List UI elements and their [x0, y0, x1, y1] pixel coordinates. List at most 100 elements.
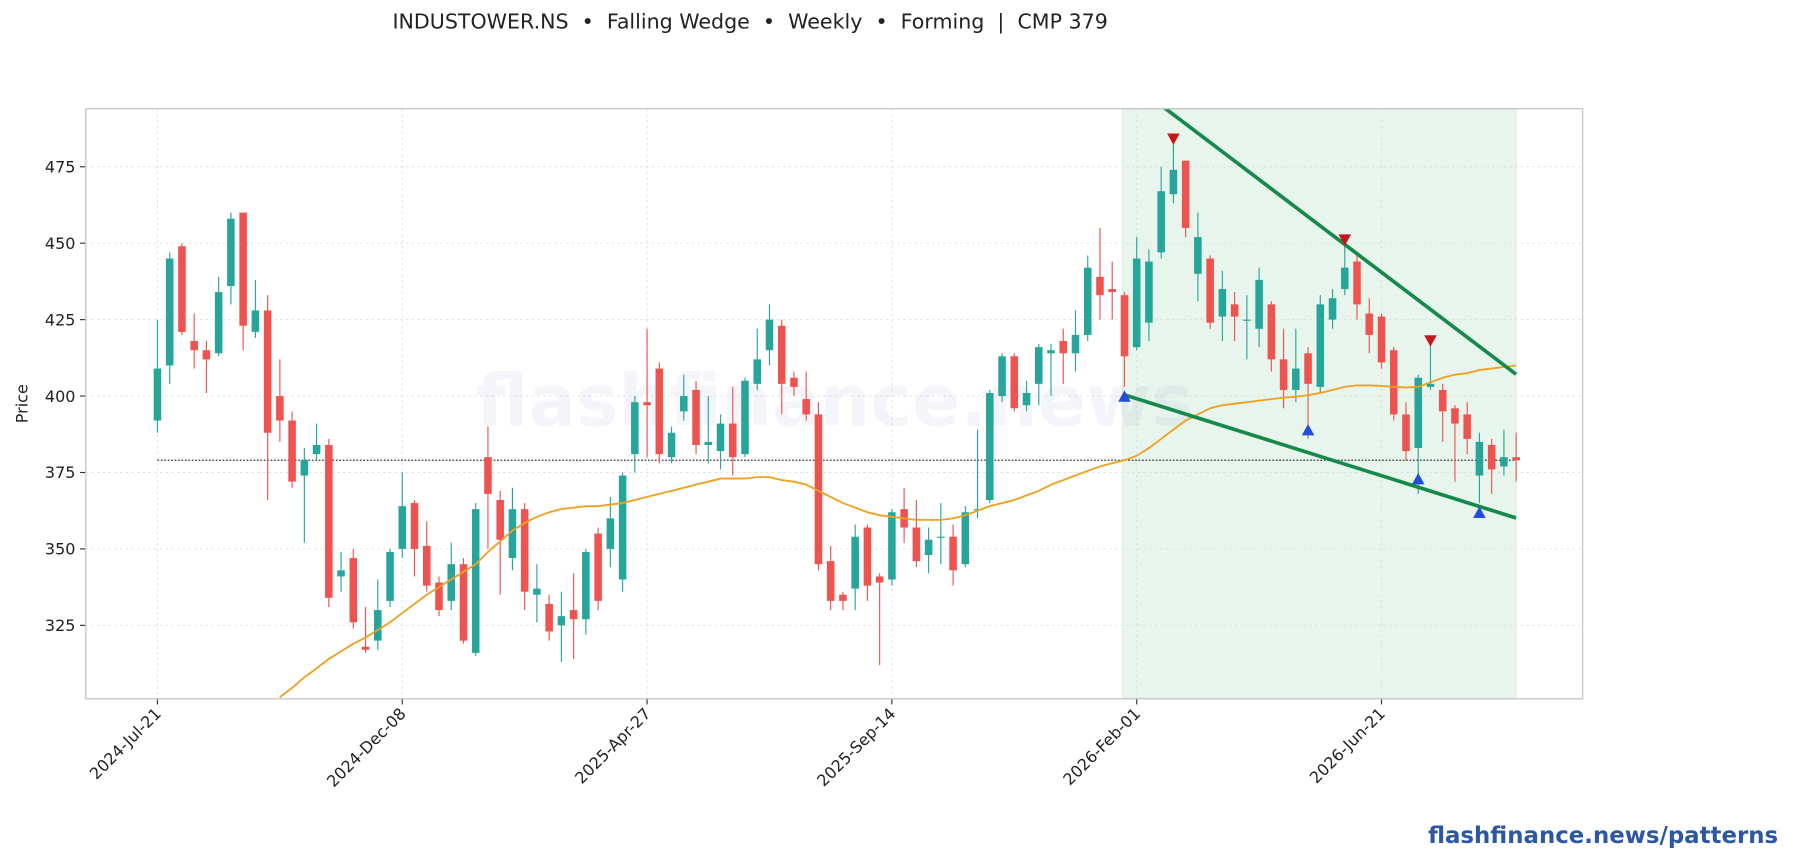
candle-body [790, 377, 798, 387]
plot-frame [85, 107, 1584, 700]
candle-body [1402, 414, 1410, 452]
candle-body [667, 432, 676, 458]
trough-marker [1473, 506, 1486, 518]
candle-body [594, 533, 602, 601]
candle-body [1365, 313, 1374, 335]
candle-body [190, 341, 198, 351]
candle-body [582, 551, 590, 620]
footer-link: flashfinance.news/patterns [1428, 823, 1778, 849]
candle-body [508, 509, 517, 559]
candle-body [459, 564, 468, 641]
candle-body [1353, 261, 1361, 305]
candle-body [888, 512, 896, 580]
candle-body [374, 610, 382, 641]
candle-body [1010, 356, 1019, 409]
candle-body [447, 564, 456, 601]
candle-body [1426, 383, 1435, 387]
candle-body [435, 582, 443, 611]
candle-body [765, 319, 774, 351]
candle-body [777, 325, 786, 384]
candle-body [1451, 408, 1459, 424]
candle-body [1096, 276, 1104, 296]
candle-body [1328, 298, 1337, 320]
candle-body [1512, 457, 1520, 461]
candle-body [606, 518, 615, 549]
candle-body [1487, 444, 1496, 470]
candle-body [484, 457, 492, 494]
y-tick-label: 350 [45, 540, 76, 559]
candle-body [1500, 457, 1508, 467]
y-tick-label: 450 [45, 234, 76, 253]
candles [153, 108, 1520, 698]
candle-body [1120, 295, 1129, 357]
candle-body [288, 420, 296, 482]
candle-body [337, 570, 345, 577]
candle-body [1341, 267, 1349, 290]
candle-body [1475, 441, 1484, 476]
candle-body [1279, 359, 1288, 390]
trough-marker [1301, 423, 1315, 436]
candle-body [1059, 341, 1068, 354]
candle-body [1022, 392, 1031, 406]
candle-body [1145, 261, 1153, 323]
candle-body [1132, 258, 1141, 348]
candle-body [741, 380, 749, 455]
candle-body [1181, 160, 1190, 228]
y-tick-label: 475 [45, 157, 76, 176]
candle-body [692, 389, 700, 445]
candle-body [655, 368, 664, 455]
candle-body [1292, 368, 1300, 390]
trendline-upper [1162, 108, 1518, 376]
y-tick-label: 400 [45, 387, 76, 406]
candle-body [569, 610, 578, 620]
y-axis-label: Price [12, 384, 31, 423]
candle-body [1255, 279, 1263, 329]
candle-body [863, 527, 872, 586]
x-tick-label: 2024-Dec-08 [323, 704, 410, 791]
trendline-lower [1123, 393, 1517, 520]
candle-body [251, 310, 260, 332]
candle-body [1083, 267, 1092, 335]
candle-body [826, 561, 835, 601]
candle-body [986, 392, 994, 501]
candle-body [533, 588, 541, 595]
candle-body [471, 509, 480, 653]
candle-body [214, 292, 223, 354]
candle-body [1157, 191, 1165, 253]
candle-body [924, 539, 933, 556]
candle-body [239, 212, 247, 326]
candle-body [1377, 316, 1386, 363]
peak-marker [1424, 335, 1437, 347]
candle-body [153, 368, 162, 421]
candle-body [716, 423, 725, 452]
candle-body [410, 503, 419, 549]
candle-body [937, 536, 945, 538]
candle-body [263, 310, 272, 433]
candle-body [753, 359, 762, 384]
candle-body [545, 603, 553, 632]
candle-body [178, 246, 186, 332]
candle-body [1108, 289, 1116, 293]
candle-body [631, 402, 639, 455]
trough-marker [1118, 390, 1131, 402]
x-tick-label: 2025-Apr-27 [571, 704, 654, 787]
candle-body [680, 396, 688, 412]
candle-body [802, 399, 810, 415]
candle-body [386, 551, 394, 601]
peak-marker [1167, 133, 1180, 145]
candle-body [875, 576, 884, 583]
candle-body [839, 594, 847, 601]
candle-body [557, 616, 566, 626]
candle-body [520, 509, 529, 592]
candle-body [1304, 353, 1312, 384]
candle-body [398, 506, 407, 549]
candle-body [349, 558, 358, 623]
candle-body [300, 460, 309, 476]
trough-marker [1411, 472, 1425, 485]
candle-body [973, 509, 982, 511]
candle-body [728, 423, 737, 458]
moving-average [279, 364, 1517, 698]
candle-body [1463, 414, 1471, 439]
candle-body [1414, 377, 1422, 449]
candle-body [961, 512, 970, 565]
